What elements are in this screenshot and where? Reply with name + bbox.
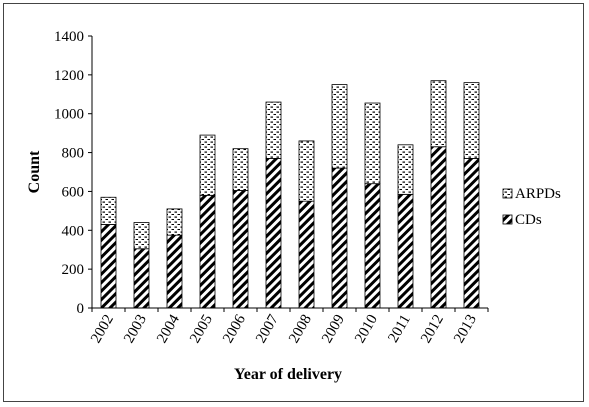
- bar-arpds-2012: [430, 80, 447, 148]
- chart-frame: [3, 3, 584, 402]
- y-axis-title: Count: [26, 150, 43, 193]
- x-tick-label: 2006: [220, 312, 249, 346]
- bar-arpds-2002: [100, 196, 117, 225]
- x-tick-label: 2011: [385, 312, 414, 346]
- bar-cds-2012: [430, 146, 447, 309]
- bar-arpds-2009: [331, 84, 348, 169]
- bar-cds-2008: [298, 200, 315, 309]
- legend: ARPDs CDs: [502, 186, 561, 228]
- bar-cds-2005: [199, 194, 216, 309]
- y-tick-label: 0: [77, 301, 85, 317]
- x-tick-label: 2003: [121, 312, 150, 346]
- legend-swatch-cds: [502, 214, 513, 225]
- y-tick-label: 400: [62, 223, 85, 239]
- bar-cds-2011: [397, 193, 414, 309]
- bar-cds-2013: [463, 157, 480, 309]
- x-tick-label: 2008: [286, 312, 315, 346]
- bar-cds-2007: [265, 157, 282, 309]
- x-axis-title: Year of delivery: [234, 366, 342, 383]
- x-tick-label: 2007: [253, 312, 282, 346]
- bar-arpds-2008: [298, 140, 315, 202]
- legend-label-cds: CDs: [515, 212, 542, 228]
- bar-cds-2006: [232, 190, 249, 309]
- bar-arpds-2011: [397, 144, 414, 195]
- bar-arpds-2010: [364, 102, 381, 185]
- bar-cds-2010: [364, 183, 381, 309]
- bar-cds-2009: [331, 167, 348, 309]
- bars-layer: [100, 80, 480, 309]
- x-tick-label: 2009: [319, 312, 348, 346]
- x-tick-label: 2005: [187, 312, 216, 346]
- legend-swatch-arpds: [502, 188, 513, 199]
- y-tick-label: 600: [62, 184, 85, 200]
- y-tick-label: 800: [62, 146, 85, 162]
- bar-cds-2002: [100, 224, 117, 309]
- y-tick-label: 1400: [54, 29, 84, 45]
- bar-cds-2003: [133, 248, 150, 309]
- bar-arpds-2006: [232, 148, 249, 191]
- bar-arpds-2013: [463, 82, 480, 159]
- bar-arpds-2004: [166, 208, 183, 236]
- bar-arpds-2005: [199, 134, 216, 196]
- x-tick-label: 2012: [418, 312, 447, 346]
- y-tick-label: 1000: [54, 107, 84, 123]
- y-tick-label: 200: [62, 262, 85, 278]
- legend-label-arpds: ARPDs: [515, 186, 561, 202]
- x-tick-label: 2010: [352, 312, 381, 346]
- y-tick-label: 1200: [54, 68, 84, 84]
- x-tick-label: 2004: [154, 312, 183, 346]
- bar-arpds-2003: [133, 222, 150, 250]
- x-tick-label: 2002: [88, 312, 117, 346]
- x-tick-label: 2013: [451, 312, 480, 346]
- bar-arpds-2007: [265, 101, 282, 159]
- bar-cds-2004: [166, 234, 183, 309]
